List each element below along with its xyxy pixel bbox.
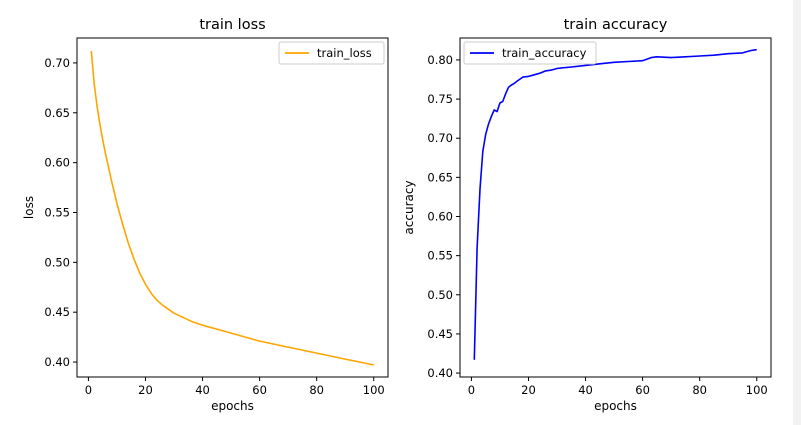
chart-2: train accuracy 0 20 40 60 80 100 0.40 0.45 0.50 0.… [402, 17, 772, 413]
x-axis-label: epochs [211, 399, 254, 413]
legend-box [463, 41, 597, 65]
y-tick-label: 0.60 [427, 210, 453, 224]
y-axis-label: loss [22, 196, 36, 219]
y-tick-label: 0.50 [427, 288, 453, 302]
legend-label: train_loss [317, 46, 372, 60]
y-tick-label: 0.60 [44, 156, 70, 170]
y-tick-label: 0.45 [427, 327, 453, 341]
x-tick-label: 40 [578, 383, 593, 397]
y-tick-label: 0.65 [44, 106, 70, 120]
y-tick-label: 0.70 [44, 56, 70, 70]
x-tick-label: 80 [309, 383, 324, 397]
x-tick-label: 60 [635, 383, 650, 397]
x-tick-label: 40 [195, 383, 210, 397]
y-axis-label: accuracy [402, 180, 416, 234]
series-line-train_loss [90, 50, 374, 366]
x-axis-label: epochs [594, 399, 637, 413]
x-tick-label: 0 [468, 383, 475, 397]
plot-frame [76, 37, 389, 378]
y-tick-label: 0.45 [44, 305, 70, 319]
y-tick-label: 0.80 [427, 53, 453, 67]
legend: train_loss [278, 41, 385, 65]
x-tick-label: 20 [521, 383, 536, 397]
x-tick-label: 20 [138, 383, 153, 397]
x-tick-label: 80 [692, 383, 707, 397]
y-tick-label: 0.55 [427, 249, 453, 263]
y-tick-label: 0.75 [427, 92, 453, 106]
y-tick-label: 0.50 [44, 255, 70, 269]
legend-label: train_accuracy [502, 46, 587, 60]
y-tick-label: 0.40 [44, 355, 70, 369]
x-tick-label: 60 [252, 383, 267, 397]
chart-title: train loss [199, 17, 265, 33]
chart-title: train accuracy [564, 17, 668, 33]
legend: train_accuracy [463, 41, 597, 65]
legend-box [278, 41, 385, 65]
y-tick-label: 0.40 [427, 366, 453, 380]
x-tick-label: 0 [85, 383, 92, 397]
x-tick-label: 100 [363, 383, 385, 397]
x-tick-label: 100 [746, 383, 768, 397]
y-tick-label: 0.65 [427, 170, 453, 184]
chart-1: train loss 0 20 40 60 80 100 0.40 0.45 0.50 0.55 0.… [22, 17, 389, 413]
y-tick-label: 0.70 [427, 131, 453, 145]
series-line-train_accuracy [473, 48, 757, 360]
y-tick-label: 0.55 [44, 205, 70, 219]
window-edge [793, 0, 801, 425]
plot-frame [459, 37, 772, 378]
